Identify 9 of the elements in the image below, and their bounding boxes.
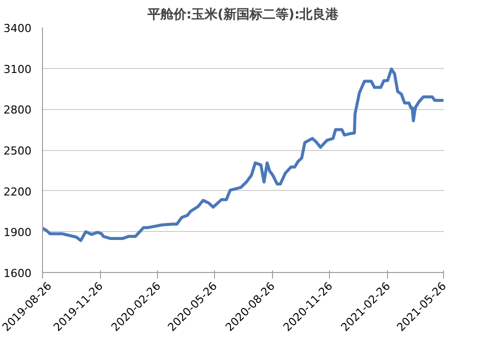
y-tick-label: 1900 bbox=[4, 226, 32, 240]
chart-title: 平舱价:玉米(新国标二等):北良港 bbox=[146, 6, 340, 22]
y-tick-label: 2500 bbox=[4, 144, 32, 158]
y-tick-label: 1600 bbox=[4, 267, 32, 280]
line-series bbox=[42, 68, 444, 242]
y-tick-label: 2800 bbox=[4, 104, 32, 117]
y-tick-label: 2200 bbox=[4, 185, 32, 198]
y-tick-label: 3400 bbox=[4, 22, 32, 35]
y-tick-label: 3100 bbox=[4, 62, 32, 76]
